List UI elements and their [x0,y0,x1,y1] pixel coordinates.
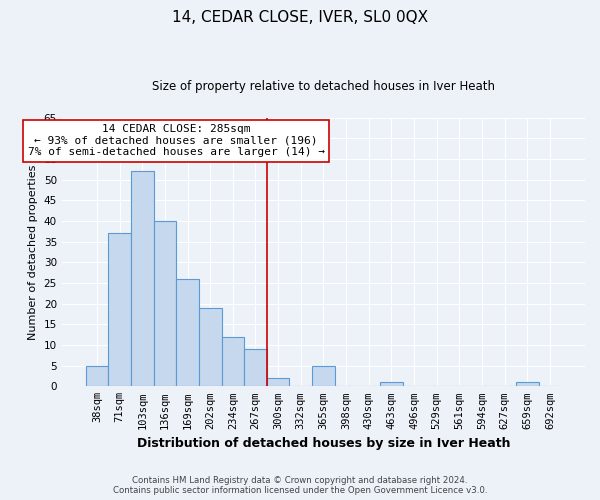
Bar [176,279,199,386]
Bar [267,378,289,386]
X-axis label: Distribution of detached houses by size in Iver Heath: Distribution of detached houses by size … [137,437,510,450]
Bar [131,172,154,386]
Text: Contains HM Land Registry data © Crown copyright and database right 2024.
Contai: Contains HM Land Registry data © Crown c… [113,476,487,495]
Bar [86,366,108,386]
Bar [312,366,335,386]
Bar [244,349,267,387]
Bar [154,221,176,386]
Bar [108,234,131,386]
Bar [199,308,221,386]
Text: 14 CEDAR CLOSE: 285sqm
← 93% of detached houses are smaller (196)
7% of semi-det: 14 CEDAR CLOSE: 285sqm ← 93% of detached… [28,124,325,157]
Bar [516,382,539,386]
Y-axis label: Number of detached properties: Number of detached properties [28,164,38,340]
Text: 14, CEDAR CLOSE, IVER, SL0 0QX: 14, CEDAR CLOSE, IVER, SL0 0QX [172,10,428,25]
Title: Size of property relative to detached houses in Iver Heath: Size of property relative to detached ho… [152,80,495,93]
Bar [380,382,403,386]
Bar [221,336,244,386]
